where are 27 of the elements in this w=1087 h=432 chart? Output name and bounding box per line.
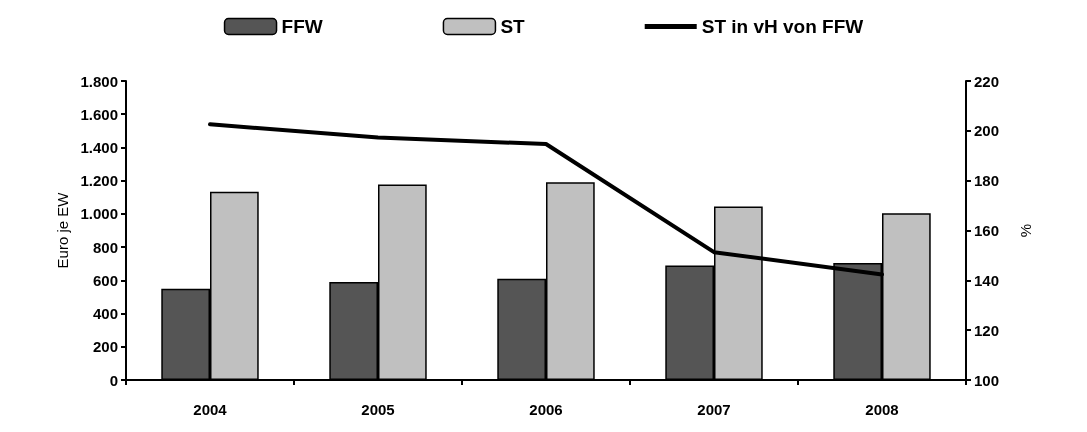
legend-label: FFW — [281, 16, 323, 37]
y2-tick-label: 160 — [974, 222, 1000, 239]
y2-tick-label: 120 — [974, 321, 1000, 339]
y-tick-label: 1.600 — [80, 105, 118, 123]
legend-label: ST in vH von FFW — [701, 16, 864, 37]
x-tick-label: 2006 — [529, 401, 563, 418]
y-tick-label: 800 — [92, 238, 118, 256]
y-tick-label: 0 — [109, 371, 118, 389]
y-tick-label: 600 — [92, 271, 118, 289]
legend-label: ST — [500, 16, 526, 37]
y2-tick-label: 100 — [974, 371, 1000, 389]
y-tick-label: 1.800 — [80, 72, 118, 90]
y2-tick-label: 220 — [974, 72, 1000, 90]
y2-tick-label: 200 — [974, 122, 1000, 140]
x-tick-label: 2008 — [865, 401, 899, 418]
y-axis-title: Euro je EW — [53, 191, 71, 269]
y-tick-label: 1.200 — [80, 172, 118, 190]
x-tick-label: 2005 — [361, 401, 395, 418]
y-tick-label: 400 — [92, 305, 118, 323]
y-tick-label: 1.000 — [80, 205, 118, 223]
y2-tick-label: 140 — [974, 271, 1000, 289]
x-tick-label: 2007 — [697, 401, 731, 418]
y-tick-label: 200 — [92, 338, 118, 356]
y-tick-label: 1.400 — [80, 138, 118, 156]
y2-tick-label: 180 — [974, 172, 1000, 190]
y2-axis-title: % — [1017, 223, 1034, 238]
x-tick-label: 2004 — [193, 401, 228, 418]
